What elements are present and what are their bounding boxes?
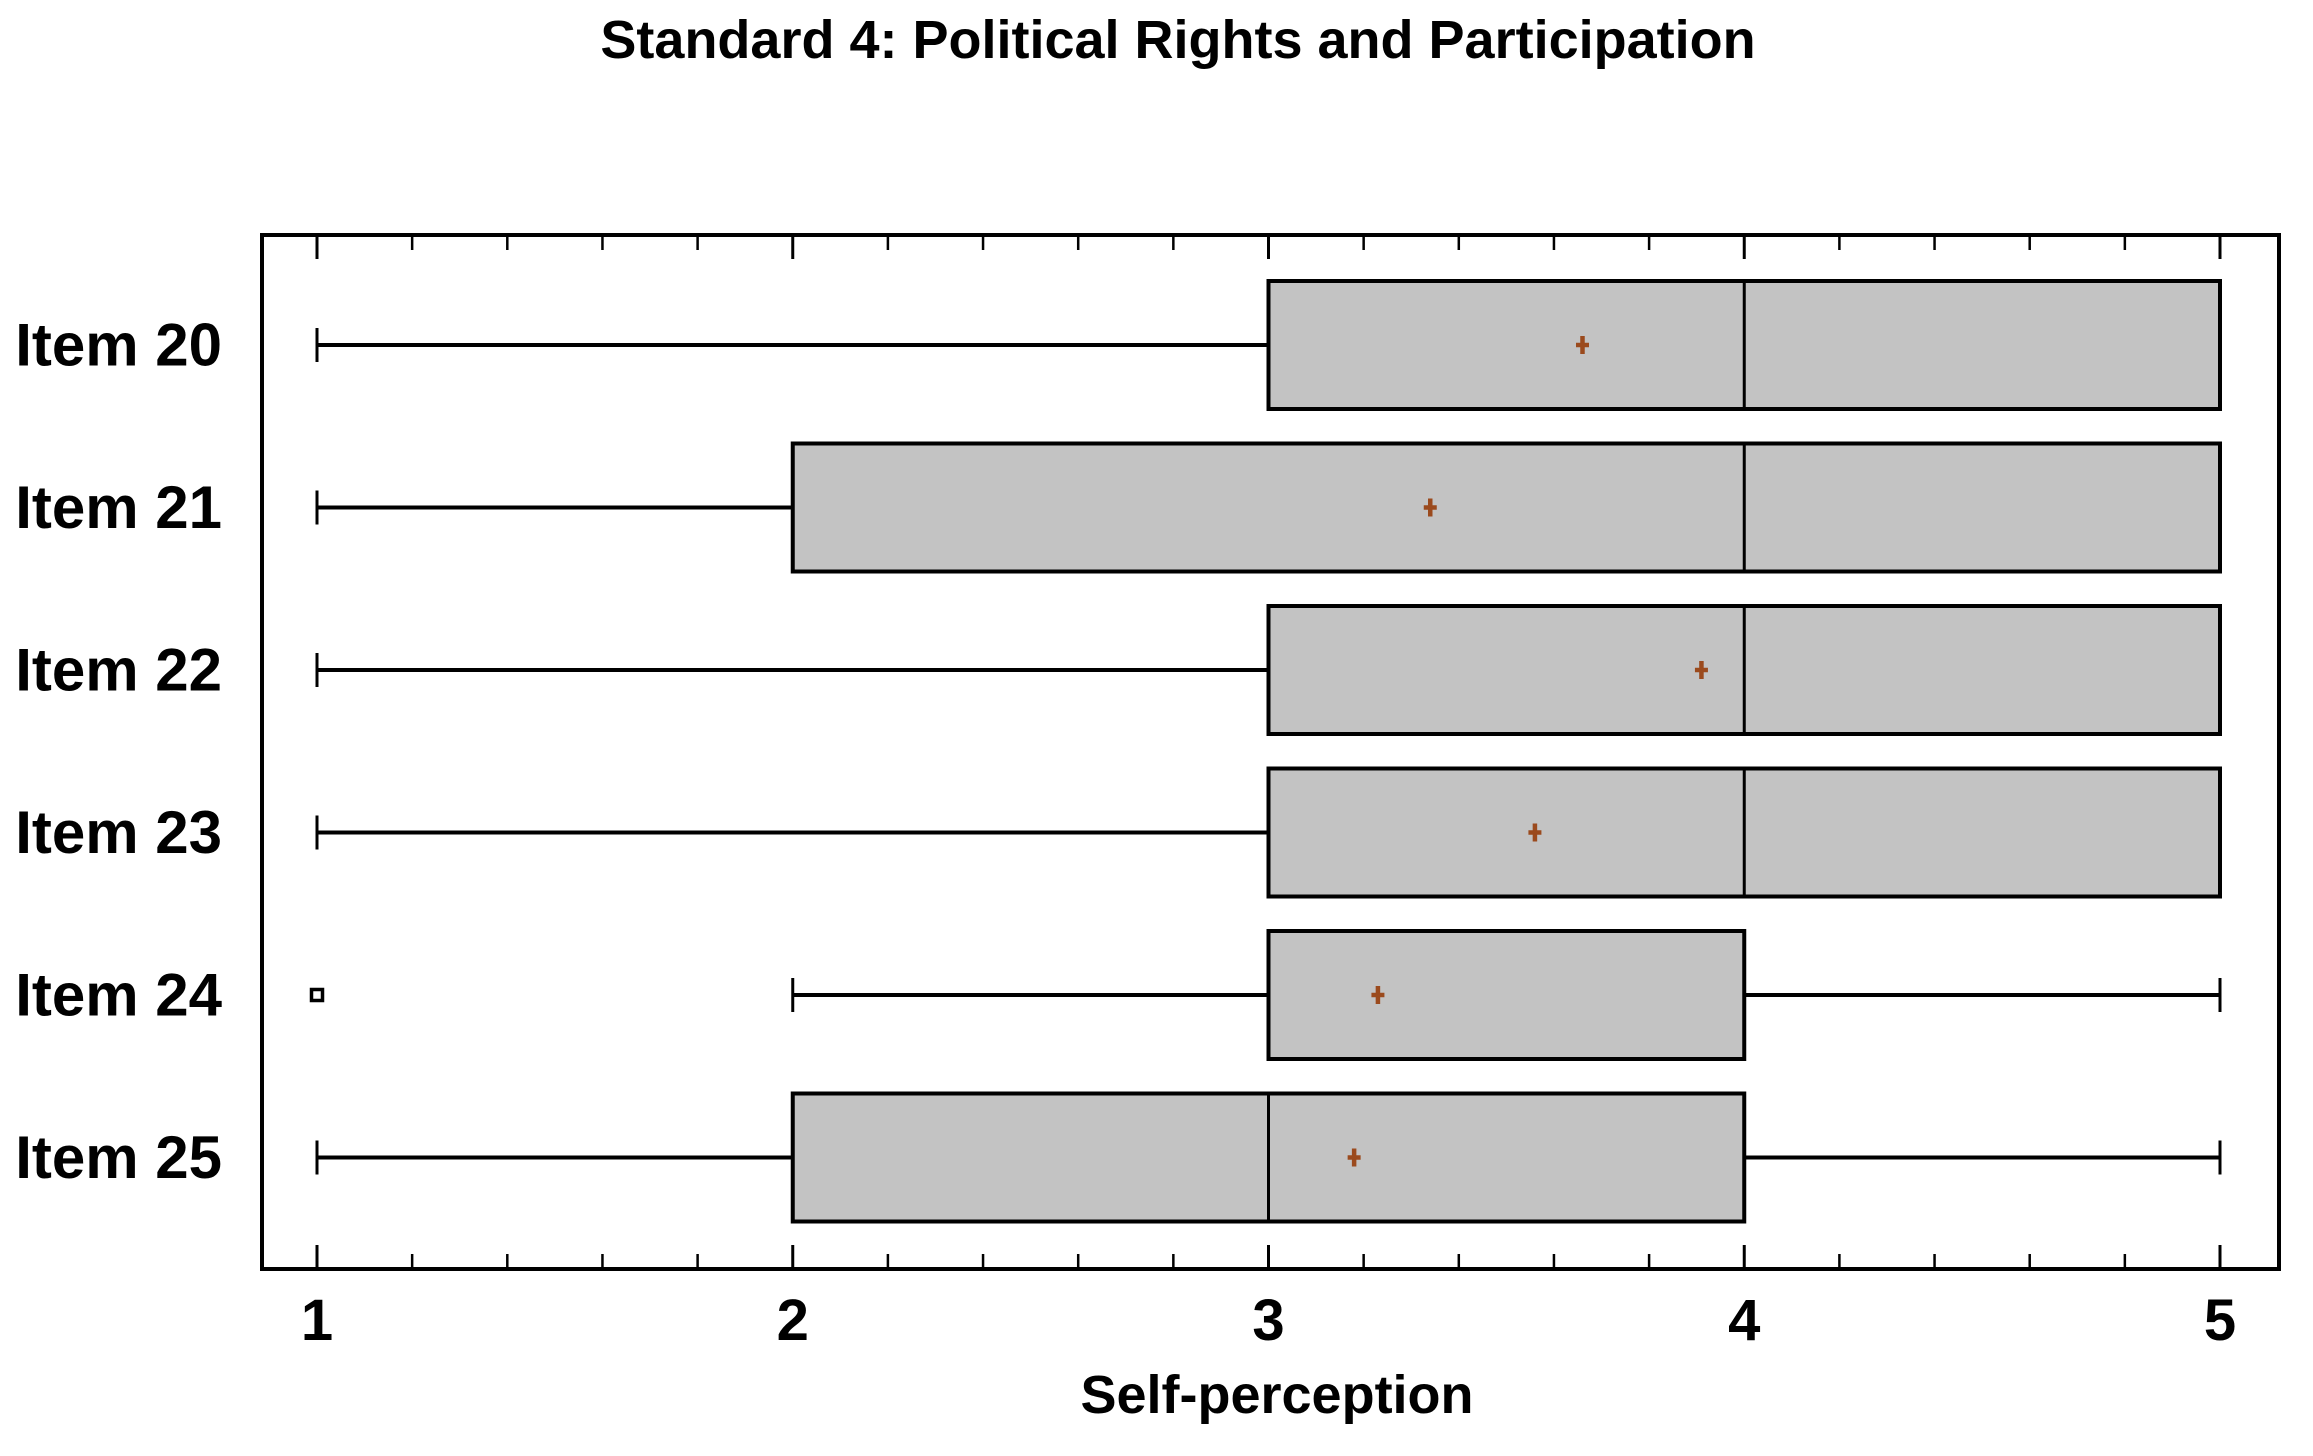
x-tick-label: 1 — [301, 1288, 333, 1353]
x-tick-label: 3 — [1252, 1288, 1284, 1353]
outlier-item-24 — [309, 987, 325, 1003]
y-category-label: Item 21 — [15, 474, 222, 541]
y-category-label: Item 23 — [15, 799, 222, 866]
box-item-24 — [1266, 929, 1747, 1061]
y-category-label: Item 20 — [15, 312, 222, 379]
plot-content: 1 2 3 4 5 Item 20 Item 21 Item 22 Item 23 Item 24… — [15, 237, 2236, 1353]
plot-frame — [260, 233, 2281, 1271]
x-tick-label: 2 — [777, 1288, 809, 1353]
x-tick-label: 4 — [1728, 1288, 1760, 1353]
box-item-21 — [790, 441, 2222, 574]
x-tick-label: 5 — [2204, 1288, 2236, 1353]
x-axis-label: Self-perception — [1080, 1365, 1473, 1425]
y-category-label: Item 24 — [15, 962, 222, 1029]
y-category-label: Item 22 — [15, 637, 222, 704]
chart-title: Standard 4: Political Rights and Partici… — [600, 10, 1755, 70]
y-category-label: Item 25 — [15, 1124, 222, 1191]
